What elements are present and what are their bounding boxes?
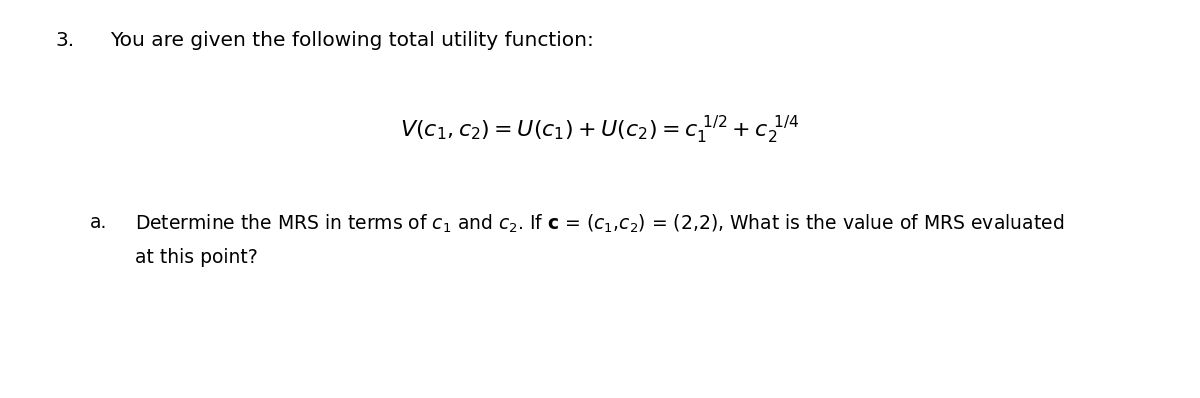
Text: a.: a. [90,213,107,232]
Text: at this point?: at this point? [134,248,258,267]
Text: Determine the MRS in terms of $c_1$ and $c_2$. If $\mathbf{c}$ = ($c_1$,$c_2$) =: Determine the MRS in terms of $c_1$ and … [134,213,1064,235]
Text: $V(c_1, c_2) = U(c_1) + U(c_2) = c_1^{\ 1/2} + c_2^{\ 1/4}$: $V(c_1, c_2) = U(c_1) + U(c_2) = c_1^{\ … [401,114,799,146]
Text: You are given the following total utility function:: You are given the following total utilit… [110,31,594,49]
Text: 3.: 3. [55,31,74,49]
